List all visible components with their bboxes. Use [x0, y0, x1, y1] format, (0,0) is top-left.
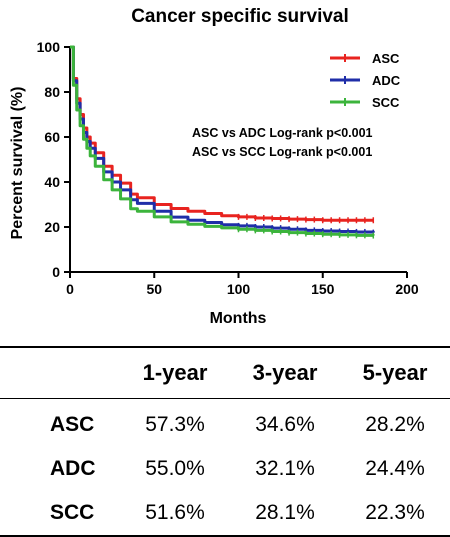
x-tick-label: 150	[311, 281, 335, 297]
table-cell: 55.0%	[145, 457, 205, 480]
row-label-scc: SCC	[50, 501, 95, 524]
x-axis-label: Months	[210, 310, 267, 327]
annotation-asc-vs-scc: ASC vs SCC Log-rank p<0.001	[192, 145, 372, 159]
table-cell: 32.1%	[255, 457, 315, 480]
chart-axes: 0 20 40 60 80 100 0 50 100 150 200	[37, 39, 419, 297]
table-row: ADC 55.0% 32.1% 24.4%	[0, 447, 450, 491]
survival-chart: Cancer specific survival 0 20 40 60 80 100 0 50…	[9, 6, 419, 327]
y-tick-label: 80	[44, 84, 60, 100]
y-tick-label: 0	[52, 264, 60, 280]
legend-label-scc: SCC	[372, 95, 400, 110]
y-tick-label: 40	[44, 174, 60, 190]
x-tick-label: 200	[395, 281, 419, 297]
survival-rate-table: 1-year 3-year 5-year ASC 57.3% 34.6% 28.…	[0, 346, 450, 537]
table-header-1-year: 1-year	[142, 360, 208, 385]
y-tick-label: 20	[44, 219, 60, 235]
y-tick-label: 60	[44, 129, 60, 145]
row-label-adc: ADC	[50, 457, 96, 480]
y-tick-label: 100	[37, 39, 61, 55]
y-axis-label: Percent survival (%)	[9, 87, 26, 240]
table-cell: 28.1%	[255, 501, 315, 524]
table-header-3-year: 3-year	[252, 360, 318, 385]
survival-curve-scc	[70, 45, 375, 237]
table-cell: 57.3%	[145, 413, 205, 436]
x-tick-label: 100	[227, 281, 251, 297]
annotation-asc-vs-adc: ASC vs ADC Log-rank p<0.001	[192, 126, 373, 140]
table-cell: 28.2%	[365, 413, 425, 436]
table-header-corner	[0, 347, 120, 399]
table-cell: 22.3%	[365, 501, 425, 524]
legend-label-asc: ASC	[372, 51, 400, 66]
table-row: ASC 57.3% 34.6% 28.2%	[0, 399, 450, 448]
table-header-row: 1-year 3-year 5-year	[0, 347, 450, 399]
chart-title: Cancer specific survival	[131, 6, 349, 27]
legend-label-adc: ADC	[372, 73, 401, 88]
row-label-asc: ASC	[50, 413, 95, 436]
x-tick-label: 0	[66, 281, 74, 297]
table-cell: 34.6%	[255, 413, 315, 436]
table-row: SCC 51.6% 28.1% 22.3%	[0, 491, 450, 536]
chart-series-layer	[70, 45, 375, 239]
chart-legend: ASC ADC SCC	[330, 51, 401, 110]
table-cell: 24.4%	[365, 457, 425, 480]
table-header-5-year: 5-year	[362, 360, 428, 385]
table-cell: 51.6%	[145, 501, 205, 524]
x-tick-label: 50	[146, 281, 162, 297]
